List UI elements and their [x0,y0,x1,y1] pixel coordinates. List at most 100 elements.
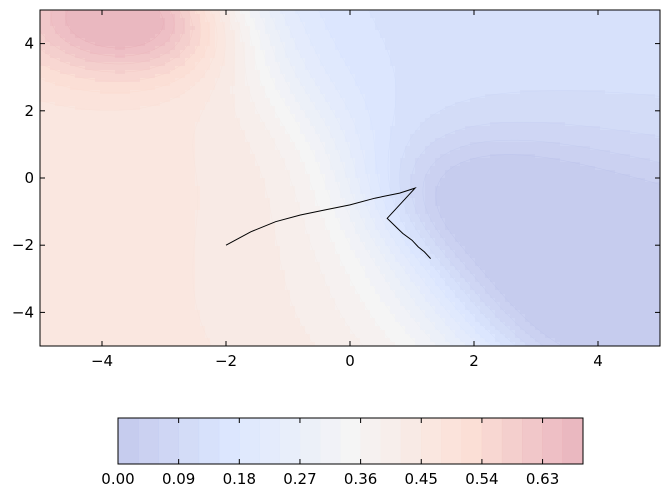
contour-cell [380,66,386,71]
contour-cell [200,42,206,47]
contour-cell [155,118,161,123]
contour-cell [235,70,241,75]
contour-cell [265,118,271,123]
contour-cell [185,150,191,155]
contour-cell [270,90,276,95]
contour-cell [145,134,151,139]
contour-cell [530,106,536,111]
contour-cell [485,106,491,111]
contour-cell [50,170,56,175]
contour-cell [375,74,381,79]
contour-cell [655,10,660,15]
contour-cell [115,86,121,91]
contour-cell [615,22,621,27]
contour-cell [220,106,226,111]
contour-cell [255,26,261,31]
contour-cell [45,66,51,71]
contour-cell [165,150,171,155]
contour-cell [535,74,541,79]
contour-cell [135,170,141,175]
contour-cell [130,142,136,147]
contour-cell [420,38,426,43]
contour-cell [265,50,271,55]
contour-cell [335,18,341,23]
contour-cell [100,10,106,15]
contour-cell [150,30,156,35]
contour-cell [285,150,291,155]
contour-cell [310,154,316,159]
contour-cell [135,158,141,163]
contour-cell [550,66,556,71]
contour-cell [485,86,491,91]
contour-cell [460,118,466,123]
contour-cell [175,134,181,139]
contour-cell [590,102,596,107]
contour-cell [470,14,476,19]
contour-cell [655,26,660,31]
contour-cell [200,166,206,171]
contour-cell [255,98,261,103]
contour-cell [180,130,186,135]
contour-cell [315,14,321,19]
contour-cell [160,38,166,43]
contour-cell [545,14,551,19]
contour-cell [440,42,446,47]
contour-cell [600,122,606,127]
contour-cell [405,62,411,67]
contour-cell [190,26,196,31]
contour-cell [205,18,211,23]
contour-cell [185,22,191,27]
contour-cell [280,66,286,71]
contour-cell [330,138,336,143]
contour-cell [500,50,506,55]
contour-cell [385,38,391,43]
contour-cell [405,98,411,103]
contour-cell [85,162,91,167]
contour-cell [425,78,431,83]
contour-cell [625,98,631,103]
contour-cell [440,50,446,55]
contour-cell [75,142,81,147]
contour-cell [200,30,206,35]
contour-cell [420,98,426,103]
contour-cell [55,170,61,175]
contour-cell [500,78,506,83]
contour-cell [110,42,116,47]
contour-cell [630,154,636,159]
contour-cell [145,46,151,51]
contour-cell [55,50,61,55]
contour-cell [625,86,631,91]
contour-cell [135,110,141,115]
contour-cell [135,146,141,151]
contour-cell [400,54,406,59]
contour-cell [100,114,106,119]
contour-cell [275,166,281,171]
contour-cell [95,62,101,67]
contour-cell [610,78,616,83]
contour-cell [225,158,231,163]
contour-cell [615,90,621,95]
contour-cell [645,106,651,111]
contour-cell [290,90,296,95]
contour-cell [465,142,471,147]
contour-cell [290,118,296,123]
contour-cell [595,82,601,87]
contour-cell [620,38,626,43]
contour-cell [95,22,101,27]
contour-cell [635,162,641,167]
contour-cell [525,142,531,147]
contour-cell [230,154,236,159]
contour-cell [115,146,121,151]
contour-cell [495,146,501,151]
contour-cell [650,38,656,43]
contour-cell [525,46,531,51]
contour-cell [460,126,466,131]
contour-cell [580,90,586,95]
contour-cell [420,146,426,151]
contour-cell [205,30,211,35]
contour-cell [605,82,611,87]
contour-cell [55,158,61,163]
contour-cell [625,30,631,35]
contour-cell [80,50,86,55]
contour-cell [205,126,211,131]
